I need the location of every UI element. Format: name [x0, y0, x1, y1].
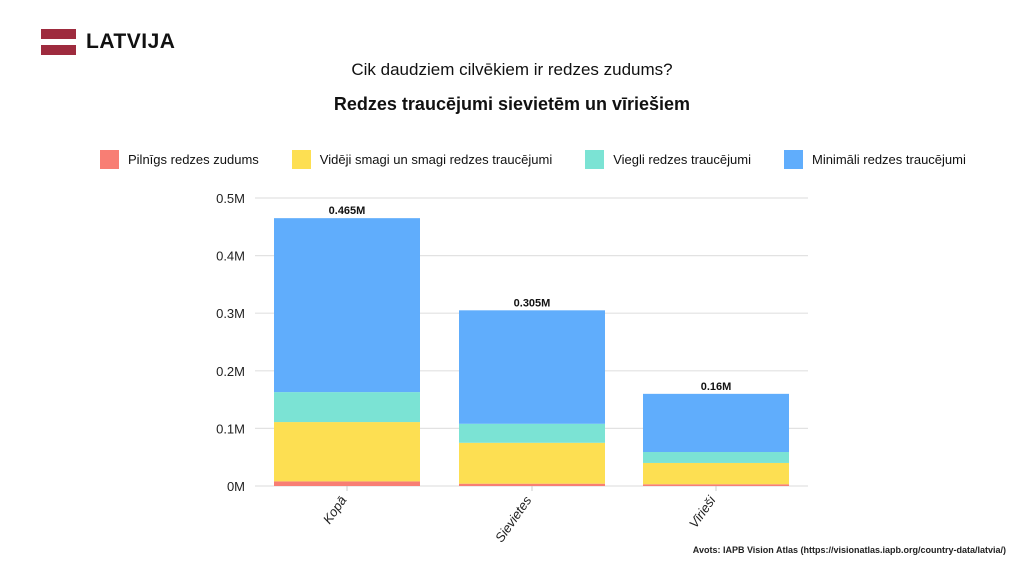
y-tick-label: 0.1M: [216, 421, 245, 436]
legend-label: Minimāli redzes traucējumi: [811, 152, 966, 167]
bar-segment: [643, 393, 789, 453]
legend-label: Vidēji smagi un smagi redzes traucējumi: [319, 152, 553, 167]
x-tick-label: Vīrieši: [686, 492, 719, 531]
bar-segment: [274, 481, 420, 486]
chart-title: Redzes traucējumi sievietēm un vīriešiem: [333, 94, 691, 114]
legend-swatch: [291, 150, 311, 169]
y-tick-label: 0.5M: [216, 191, 245, 206]
y-tick-label: 0M: [227, 479, 245, 494]
bar-segment: [274, 392, 420, 423]
legend-item: Pilnīgs redzes zudums: [100, 150, 259, 169]
legend-label: Pilnīgs redzes zudums: [128, 152, 259, 167]
legend-item: Viegli redzes traucējumi: [585, 150, 751, 169]
x-tick-label: Sievietes: [492, 493, 535, 545]
source-note: Avots: IAPB Vision Atlas (https://vision…: [692, 545, 1006, 555]
bar-segment: [643, 462, 789, 485]
bar-segment: [274, 422, 420, 482]
legend: Pilnīgs redzes zudums Vidēji smagi un sm…: [100, 150, 999, 169]
bar-segment: [643, 484, 789, 486]
legend-swatch: [783, 150, 803, 169]
total-label: 0.305M: [514, 297, 551, 309]
y-tick-label: 0.2M: [216, 364, 245, 379]
legend-swatch: [100, 150, 119, 169]
legend-item: Vidēji smagi un smagi redzes traucējumi: [291, 150, 553, 169]
total-label: 0.16M: [701, 381, 732, 393]
bar-segment: [643, 452, 789, 463]
bar-segment: [459, 423, 605, 443]
y-tick-label: 0.4M: [216, 249, 245, 264]
legend-label: Viegli redzes traucējumi: [613, 152, 751, 167]
bar-segment: [459, 483, 605, 486]
bar-segment: [274, 218, 420, 393]
bar-segment: [459, 442, 605, 484]
bar-segment: [459, 310, 605, 424]
total-label: 0.465M: [329, 205, 366, 217]
latvia-flag-icon: [41, 29, 76, 55]
x-tick-label: Kopā: [320, 493, 350, 526]
legend-item: Minimāli redzes traucējumi: [783, 150, 966, 169]
y-tick-label: 0.3M: [216, 306, 245, 321]
legend-swatch: [585, 150, 605, 169]
question-heading: Cik daudziem cilvēkiem ir redzes zudums?: [351, 60, 673, 79]
brand-logo: LATVIJA: [86, 30, 176, 53]
